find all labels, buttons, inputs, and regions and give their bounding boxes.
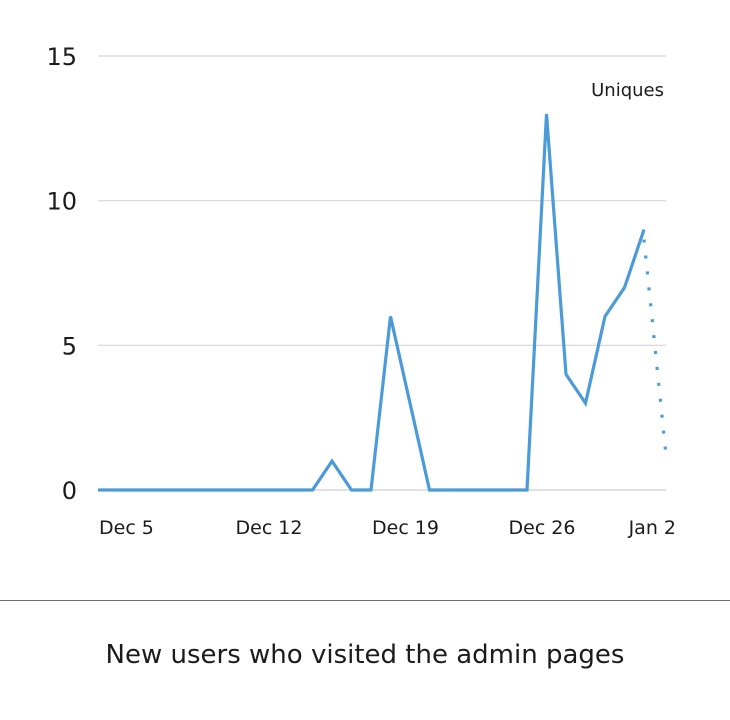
divider <box>0 600 730 601</box>
y-tick-label: 15 <box>46 43 77 71</box>
y-tick-label: 0 <box>62 477 77 505</box>
x-tick-label: Dec 12 <box>236 517 303 539</box>
series-projection-uniques <box>642 239 668 456</box>
x-tick-label: Dec 26 <box>509 517 576 539</box>
x-tick-label: Dec 19 <box>372 517 439 539</box>
chart-caption: New users who visited the admin pages <box>105 640 625 670</box>
x-axis-ticks: Dec 5 Dec 12 Dec 19 Dec 26 Jan 2 <box>99 517 676 539</box>
x-tick-label: Dec 5 <box>99 517 154 539</box>
y-tick-label: 10 <box>46 188 77 216</box>
chart-card: 15 10 5 0 Dec 5 Dec 12 Dec 19 Dec 26 Jan 2 Uniq… <box>46 43 676 539</box>
line-chart: 15 10 5 0 Dec 5 Dec 12 Dec 19 Dec 26 Jan 2 Uniq… <box>46 43 676 539</box>
series-layer <box>98 113 668 492</box>
series-line-uniques <box>98 113 646 492</box>
legend-label: Uniques <box>591 80 664 101</box>
gridlines <box>98 55 666 491</box>
y-axis-ticks: 15 10 5 0 <box>46 43 77 505</box>
y-tick-label: 5 <box>62 332 77 360</box>
x-tick-label: Jan 2 <box>628 517 676 539</box>
